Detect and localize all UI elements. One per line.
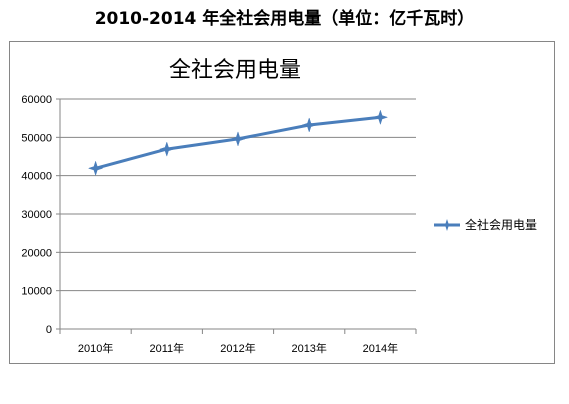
y-tick-label: 30000 — [21, 209, 52, 221]
data-point — [372, 109, 389, 126]
y-tick-label: 20000 — [21, 247, 52, 259]
x-tick-label: 2014年 — [363, 341, 398, 355]
x-tick-label: 2012年 — [220, 341, 255, 355]
line-chart: 全社会用电量 0 10000 20000 30000 40000 50000 60000 20… — [21, 58, 537, 355]
x-tick-label: 2010年 — [78, 341, 113, 355]
legend-marker — [441, 219, 453, 231]
y-tick-label: 60000 — [21, 94, 52, 106]
data-point — [87, 160, 104, 177]
x-tick-label: 2011年 — [149, 341, 184, 355]
y-tick-label: 50000 — [21, 132, 52, 144]
y-tick-label: 40000 — [21, 171, 52, 183]
data-point — [158, 141, 175, 157]
chart-frame: 全社会用电量 0 10000 20000 30000 40000 50000 60000 20… — [9, 41, 555, 364]
page-title: 2010-2014 年全社会用电量（单位：亿千瓦时） — [94, 9, 475, 29]
x-tick-label: 2013年 — [291, 341, 326, 355]
legend-label: 全社会用电量 — [465, 217, 537, 232]
y-tick-label: 0 — [46, 324, 52, 336]
data-point — [230, 131, 246, 147]
chart-title: 全社会用电量 — [169, 58, 301, 83]
data-point — [301, 117, 318, 133]
y-tick-label: 10000 — [21, 286, 52, 298]
